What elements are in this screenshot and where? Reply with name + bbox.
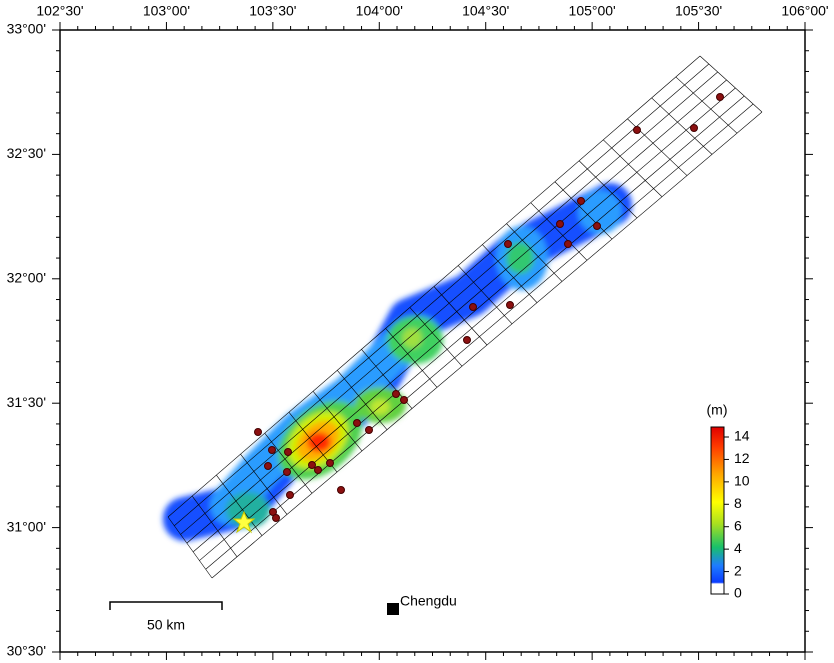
fault-grid-line <box>264 432 313 494</box>
aftershock <box>633 126 641 134</box>
fault-grid-line <box>337 370 388 430</box>
fault-grid-line <box>240 453 288 515</box>
aftershock <box>504 240 512 248</box>
aftershock <box>308 461 316 469</box>
aftershock <box>400 396 408 404</box>
aftershocks <box>254 93 724 522</box>
aftershock <box>690 124 698 132</box>
x-tick-label: 104°30' <box>462 3 509 19</box>
aftershock <box>283 468 291 476</box>
x-tick-label: 106°00' <box>781 3 828 19</box>
fault-grid-line <box>506 223 563 282</box>
fault-grid-line <box>578 160 638 219</box>
aftershock <box>337 486 345 494</box>
aftershock <box>506 301 514 309</box>
colorbar-tick-label: 0 <box>734 585 742 601</box>
scale-bar <box>109 601 223 610</box>
fault-grid-line <box>554 181 613 240</box>
fault-grid <box>167 55 763 579</box>
y-tick-label: 32°00' <box>7 270 46 286</box>
aftershock <box>564 240 572 248</box>
aftershock <box>326 459 334 467</box>
fault-grid-line <box>603 139 663 197</box>
fault-grid-line <box>675 76 738 134</box>
fault-grid-line <box>180 71 718 535</box>
fault-grid-line <box>482 244 538 303</box>
y-tick-label: 33°00' <box>7 21 46 37</box>
fault-grid-line <box>211 111 763 579</box>
y-tick-label: 31°30' <box>7 394 46 410</box>
x-tick-label: 105°30' <box>675 3 722 19</box>
colorbar-tick-label: 8 <box>734 495 742 511</box>
x-tick-label: 102°30' <box>36 3 83 19</box>
fault-grid-line <box>530 202 588 261</box>
y-tick-label: 30°30' <box>7 643 46 659</box>
aftershock <box>314 466 322 474</box>
fault-grid-line <box>651 97 713 155</box>
fault-grid-line <box>174 63 710 526</box>
colorbar-tick-label: 2 <box>734 562 742 578</box>
fault-grid-line <box>205 103 754 570</box>
y-tick-label: 31°00' <box>7 518 46 534</box>
aftershock <box>365 426 373 434</box>
colorbar-tick-label: 4 <box>734 540 742 556</box>
colorbar <box>710 426 725 595</box>
colorbar-tick-label: 10 <box>734 473 750 489</box>
aftershock <box>469 303 477 311</box>
fault-grid-line <box>433 286 488 346</box>
fault-grid-line <box>186 79 727 544</box>
aftershock <box>577 197 585 205</box>
fault-grid-line <box>167 516 213 579</box>
city-marker <box>387 603 399 615</box>
colorbar-unit: (m) <box>707 402 728 418</box>
fault-grid-line <box>409 307 463 367</box>
aftershock <box>286 491 294 499</box>
colorbar-tick-label: 6 <box>734 517 742 533</box>
fault-grid-line <box>699 55 763 113</box>
colorbar-tick-label: 14 <box>734 428 750 444</box>
aftershock <box>268 446 276 454</box>
fault-grid-line <box>199 95 745 561</box>
y-tick-label: 32°30' <box>7 145 46 161</box>
aftershock <box>556 220 564 228</box>
fault-grid-line <box>385 328 438 388</box>
scale-bar-label: 50 km <box>147 617 185 633</box>
x-tick-label: 103°30' <box>249 3 296 19</box>
fault-grid-line <box>457 265 513 325</box>
fault-grid-line <box>216 474 263 536</box>
aftershock <box>264 462 272 470</box>
x-tick-label: 104°00' <box>356 3 403 19</box>
aftershock <box>254 428 262 436</box>
fault-grid-line <box>191 495 238 557</box>
aftershock <box>272 514 280 522</box>
aftershock <box>463 336 471 344</box>
colorbar-tick-label: 12 <box>734 450 750 466</box>
city-label: Chengdu <box>400 593 457 609</box>
aftershock <box>353 419 361 427</box>
epicenter <box>232 510 256 534</box>
aftershock <box>593 222 601 230</box>
fault-grid-line <box>192 87 736 553</box>
x-tick-label: 103°00' <box>143 3 190 19</box>
fault-grid-line <box>167 55 701 518</box>
x-tick-label: 105°00' <box>569 3 616 19</box>
aftershock <box>392 390 400 398</box>
aftershock <box>716 93 724 101</box>
aftershock <box>284 448 292 456</box>
fault-grid-line <box>312 391 363 452</box>
